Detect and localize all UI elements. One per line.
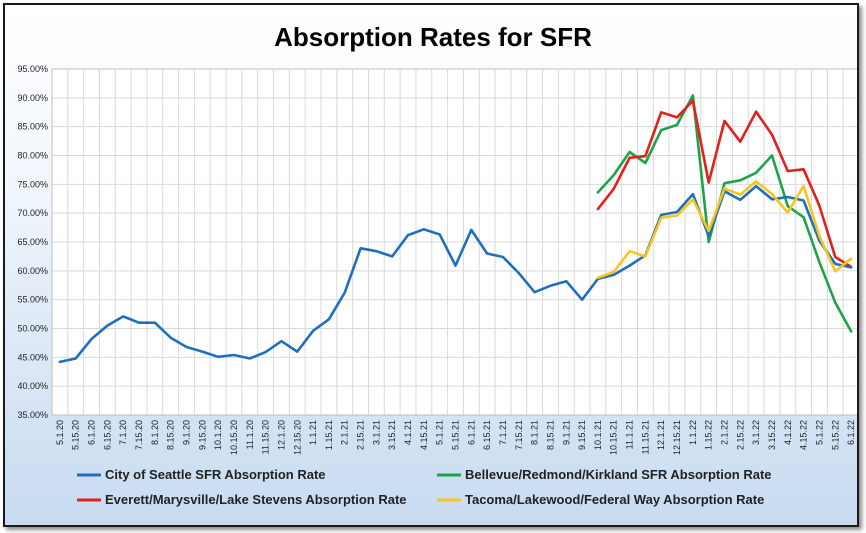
y-tick-label: 80.00% bbox=[17, 151, 48, 161]
x-tick-label: 2.1.22 bbox=[720, 420, 730, 445]
x-tick-label: 9.15.21 bbox=[577, 420, 587, 450]
chart-frame: Absorption Rates for SFR 35.00% 40.00% 45.… bbox=[3, 3, 859, 527]
y-tick-label: 65.00% bbox=[17, 237, 48, 247]
x-tick-label: 1.15.21 bbox=[324, 420, 334, 450]
x-tick-label: 12.1.21 bbox=[656, 420, 666, 450]
y-tick-label: 95.00% bbox=[17, 64, 48, 74]
x-tick-label: 7.15.21 bbox=[514, 420, 524, 450]
x-tick-label: 7.15.20 bbox=[134, 420, 144, 450]
x-tick-label: 8.15.21 bbox=[545, 420, 555, 450]
x-tick-label: 3.1.22 bbox=[751, 420, 761, 445]
x-tick-label: 2.15.22 bbox=[735, 420, 745, 450]
x-tick-label: 1.1.21 bbox=[308, 420, 318, 445]
x-tick-label: 4.15.22 bbox=[799, 420, 809, 450]
series-line-2 bbox=[596, 94, 853, 333]
x-tick-label: 10.15.21 bbox=[609, 420, 619, 455]
y-tick-label: 85.00% bbox=[17, 122, 48, 132]
x-tick-label: 8.1.20 bbox=[150, 420, 160, 445]
x-tick-label: 1.15.22 bbox=[704, 420, 714, 450]
x-tick-label: 12.1.20 bbox=[276, 420, 286, 450]
legend-label-1: City of Seattle SFR Absorption Rate bbox=[105, 467, 326, 482]
y-tick-label: 35.00% bbox=[17, 410, 48, 420]
x-tick-label: 5.15.21 bbox=[451, 420, 461, 450]
x-tick-label: 11.1.21 bbox=[625, 420, 635, 449]
x-tick-label: 9.1.20 bbox=[182, 420, 192, 445]
legend-label-3: Everett/Marysville/Lake Stevens Absorpti… bbox=[105, 492, 407, 507]
x-tick-label: 8.15.20 bbox=[166, 420, 176, 450]
x-tick-label: 10.15.20 bbox=[229, 420, 239, 455]
series-line-4 bbox=[596, 180, 853, 280]
x-tick-label: 9.15.20 bbox=[197, 420, 207, 450]
legend-label-4: Tacoma/Lakewood/Federal Way Absorption R… bbox=[465, 492, 764, 507]
y-tick-label: 75.00% bbox=[17, 179, 48, 189]
x-axis-tick-labels: 5.1.20 5.15.20 6.1.20 6.15.20 7.1.20 7.15.20 8… bbox=[55, 420, 856, 455]
x-tick-label: 2.15.21 bbox=[356, 420, 366, 450]
y-axis-tick-labels: 35.00% 40.00% 45.00% 50.00% 55.00% 60.00% 65.0… bbox=[17, 64, 48, 420]
y-tick-label: 50.00% bbox=[17, 324, 48, 334]
x-tick-label: 6.15.21 bbox=[482, 420, 492, 450]
x-tick-label: 12.15.21 bbox=[672, 420, 682, 455]
y-tick-label: 40.00% bbox=[17, 381, 48, 391]
series-lines bbox=[58, 94, 853, 364]
x-tick-label: 6.1.22 bbox=[846, 420, 856, 445]
y-tick-label: 90.00% bbox=[17, 93, 48, 103]
x-tick-label: 7.1.20 bbox=[118, 420, 128, 445]
x-tick-label: 11.15.20 bbox=[261, 420, 271, 454]
legend: City of Seattle SFR Absorption Rate Belle… bbox=[77, 467, 772, 507]
x-tick-label: 3.15.22 bbox=[767, 420, 777, 450]
x-tick-label: 5.15.22 bbox=[830, 420, 840, 450]
y-tick-label: 60.00% bbox=[17, 266, 48, 276]
x-tick-label: 10.1.21 bbox=[593, 420, 603, 450]
x-tick-label: 1.1.22 bbox=[688, 420, 698, 445]
x-tick-label: 11.1.20 bbox=[245, 420, 255, 449]
chart-title: Absorption Rates for SFR bbox=[274, 22, 592, 52]
x-tick-label: 12.15.20 bbox=[292, 420, 302, 455]
x-tick-label: 11.15.21 bbox=[640, 420, 650, 454]
y-tick-label: 55.00% bbox=[17, 295, 48, 305]
legend-label-2: Bellevue/Redmond/Kirkland SFR Absorption… bbox=[465, 467, 772, 482]
x-tick-label: 7.1.21 bbox=[498, 420, 508, 445]
x-tick-label: 2.1.21 bbox=[340, 420, 350, 445]
x-tick-label: 4.1.22 bbox=[783, 420, 793, 445]
x-tick-label: 4.15.21 bbox=[419, 420, 429, 450]
y-tick-label: 45.00% bbox=[17, 352, 48, 362]
x-tick-label: 9.1.21 bbox=[561, 420, 571, 445]
x-tick-label: 5.1.22 bbox=[814, 420, 824, 445]
x-tick-label: 6.15.20 bbox=[102, 420, 112, 450]
line-chart: Absorption Rates for SFR 35.00% 40.00% 45.… bbox=[17, 22, 857, 507]
x-tick-label: 6.1.21 bbox=[466, 420, 476, 445]
series-line-3 bbox=[596, 99, 853, 269]
x-tick-label: 5.1.21 bbox=[435, 420, 445, 445]
x-tick-label: 4.1.21 bbox=[403, 420, 413, 445]
x-tick-label: 3.1.21 bbox=[371, 420, 381, 445]
x-tick-label: 3.15.21 bbox=[387, 420, 397, 450]
plot-border bbox=[51, 68, 857, 416]
x-tick-label: 5.1.20 bbox=[55, 420, 65, 445]
x-tick-label: 10.1.20 bbox=[213, 420, 223, 450]
x-tick-label: 8.1.21 bbox=[530, 420, 540, 445]
y-tick-label: 70.00% bbox=[17, 208, 48, 218]
x-tick-label: 6.1.20 bbox=[87, 420, 97, 445]
x-tick-label: 5.15.20 bbox=[71, 420, 81, 450]
